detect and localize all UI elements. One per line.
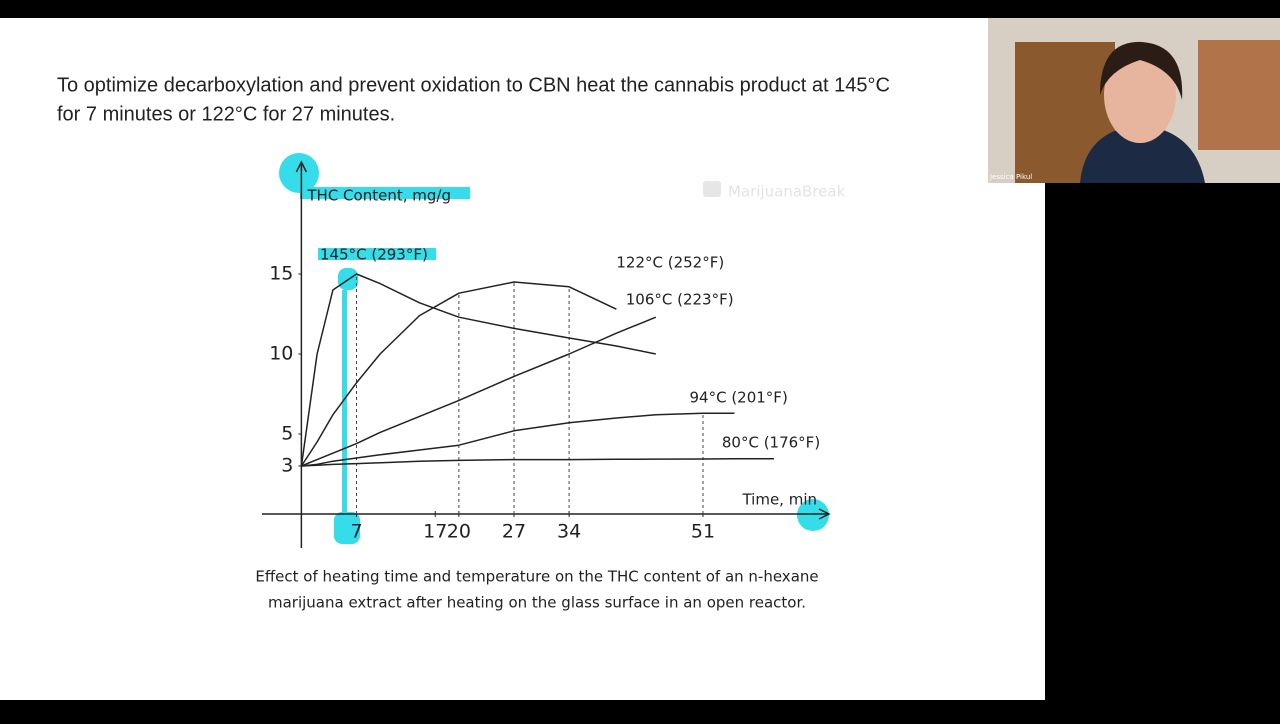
slide-text: for 7 minutes or 122°C for 27 minutes. xyxy=(57,103,395,125)
x-tick-label: 27 xyxy=(502,521,526,543)
highlight xyxy=(342,290,347,520)
x-tick-label: 20 xyxy=(447,521,471,543)
y-axis-label: THC Content, mg/g xyxy=(306,187,451,205)
y-tick-label: 5 xyxy=(281,423,293,445)
caption: Effect of heating time and temperature o… xyxy=(255,568,818,586)
highlight xyxy=(279,153,319,193)
x-axis-label: Time, min xyxy=(741,491,817,509)
chart: THC Content, mg/g Time, min 3 5 10 15 7 17 20 27 3… xyxy=(262,160,831,548)
webcam: Jessica Pikul xyxy=(988,18,1280,183)
series-label: 80°C (176°F) xyxy=(722,434,820,452)
series-label: 94°C (201°F) xyxy=(690,389,788,407)
watermark: MarijuanaBreak xyxy=(728,183,846,201)
watermark-icon xyxy=(703,181,721,197)
sign xyxy=(1198,40,1280,150)
highlight xyxy=(334,512,360,544)
participant-name: Jessica Pikul xyxy=(989,173,1032,181)
highlight xyxy=(318,248,436,260)
series-label: 106°C (223°F) xyxy=(626,291,734,309)
series-line xyxy=(301,412,735,467)
y-tick-label: 10 xyxy=(269,343,293,365)
y-axis-arrow xyxy=(295,160,308,173)
slide xyxy=(0,18,1045,700)
series-line xyxy=(300,273,656,467)
series-line xyxy=(301,316,657,467)
x-tick-label: 7 xyxy=(350,521,362,543)
slide-text: To optimize decarboxylation and prevent … xyxy=(57,74,890,96)
series-line xyxy=(301,458,774,467)
series-label: 145°C (293°F) xyxy=(320,246,428,264)
y-tick-label: 15 xyxy=(269,263,293,285)
series-label: 122°C (252°F) xyxy=(616,254,724,272)
person-body xyxy=(1080,125,1205,183)
x-tick-label: 34 xyxy=(557,521,581,543)
caption: marijuana extract after heating on the g… xyxy=(268,594,806,612)
x-tick-label: 51 xyxy=(691,521,715,543)
y-tick-label: 3 xyxy=(281,455,293,477)
x-tick-label: 17 xyxy=(423,521,447,543)
highlights xyxy=(279,153,829,544)
highlight xyxy=(797,499,829,531)
person-hair xyxy=(1100,41,1183,100)
highlight xyxy=(300,187,470,199)
series-line xyxy=(300,281,617,467)
x-axis-arrow xyxy=(818,508,831,520)
person-face xyxy=(1104,47,1176,143)
